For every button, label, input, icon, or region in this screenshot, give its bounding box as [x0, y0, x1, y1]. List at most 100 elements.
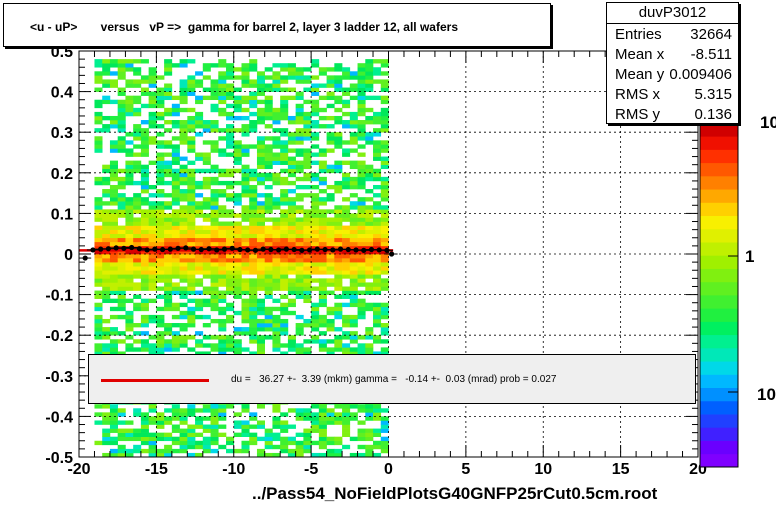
heat-cell	[156, 217, 165, 222]
heat-cell	[303, 274, 312, 279]
heat-cell	[272, 172, 281, 178]
heat-cell	[318, 270, 327, 275]
heat-cell	[140, 323, 149, 328]
heat-cell	[195, 282, 204, 287]
heat-cell	[287, 156, 296, 161]
heat-cell	[94, 201, 103, 206]
heat-cell	[380, 124, 389, 129]
heat-cell	[156, 99, 165, 105]
heat-cell	[109, 197, 118, 202]
heat-cell	[373, 140, 382, 145]
heat-cell	[326, 249, 335, 255]
heat-cell	[342, 404, 351, 409]
heat-cell	[380, 164, 389, 170]
heat-cell	[264, 201, 273, 206]
profile-point	[206, 246, 212, 252]
heat-cell	[133, 254, 142, 259]
heat-cell	[233, 331, 242, 336]
heat-cell	[287, 343, 296, 348]
heat-cell	[342, 318, 351, 324]
heat-cell	[287, 254, 296, 259]
heat-cell	[195, 245, 204, 251]
heat-cell	[109, 286, 118, 291]
heat-cell	[241, 71, 250, 76]
heat-cell	[373, 233, 382, 239]
heat-cell	[380, 262, 389, 267]
heat-cell	[133, 59, 142, 64]
heat-cell	[171, 184, 180, 190]
heat-cell	[179, 286, 188, 291]
heat-cell	[202, 444, 211, 450]
heat-cell	[295, 412, 304, 417]
heat-cell	[210, 83, 219, 88]
heat-cell	[125, 258, 134, 263]
heat-cell	[264, 262, 273, 267]
heat-cell	[187, 225, 196, 230]
heat-cell	[241, 408, 250, 413]
heat-cell	[287, 71, 296, 76]
heat-cell	[164, 233, 173, 239]
heat-cell	[280, 148, 289, 153]
heat-cell	[256, 160, 265, 165]
heat-cell	[210, 266, 219, 271]
heat-cell	[233, 412, 242, 417]
heat-cell	[94, 103, 103, 109]
heat-cell	[210, 205, 219, 210]
heat-cell	[334, 436, 343, 442]
heat-cell	[287, 87, 296, 92]
heat-cell	[102, 67, 111, 72]
heat-cell	[218, 343, 227, 348]
heat-cell	[140, 347, 149, 352]
heat-cell	[187, 87, 196, 92]
heat-cell	[295, 323, 304, 328]
heat-cell	[156, 412, 165, 417]
heat-cell	[318, 452, 327, 458]
heat-cell	[295, 107, 304, 113]
heat-cell	[318, 347, 327, 352]
heat-cell	[210, 144, 219, 149]
heat-cell	[156, 241, 165, 247]
heat-cell	[195, 408, 204, 413]
heat-cell	[264, 233, 273, 239]
heat-cell	[195, 432, 204, 437]
heat-cell	[133, 241, 142, 247]
heat-cell	[264, 452, 273, 458]
heat-cell	[241, 270, 250, 275]
heat-cell	[318, 229, 327, 234]
heat-cell	[102, 180, 111, 186]
heat-cell	[326, 262, 335, 267]
heat-cell	[264, 436, 273, 442]
heat-cell	[226, 95, 235, 101]
colorbar-segment	[700, 255, 738, 269]
heat-cell	[156, 115, 165, 121]
heat-cell	[318, 225, 327, 230]
heat-cell	[210, 128, 219, 133]
heat-cell	[202, 233, 211, 239]
heat-cell	[102, 164, 111, 170]
heat-cell	[334, 237, 343, 243]
heat-cell	[187, 436, 196, 442]
heat-cell	[241, 83, 250, 88]
heat-cell	[303, 416, 312, 421]
heat-cell	[164, 278, 173, 283]
heat-cell	[264, 323, 273, 328]
heat-cell	[117, 270, 126, 275]
heat-cell	[218, 298, 227, 304]
heat-cell	[187, 323, 196, 328]
heat-cell	[202, 201, 211, 206]
heat-cell	[295, 140, 304, 145]
heat-cell	[280, 67, 289, 72]
heat-cell	[334, 132, 343, 137]
heat-cell	[125, 209, 134, 214]
heat-cell	[287, 245, 296, 251]
heat-cell	[102, 436, 111, 442]
heat-cell	[179, 83, 188, 88]
heat-cell	[272, 221, 281, 226]
heat-cell	[148, 71, 157, 76]
heat-cell	[365, 140, 374, 145]
heat-cell	[148, 335, 157, 340]
heat-cell	[357, 452, 366, 458]
profile-point	[152, 246, 158, 252]
heat-cell	[226, 63, 235, 68]
heat-cell	[334, 189, 343, 194]
